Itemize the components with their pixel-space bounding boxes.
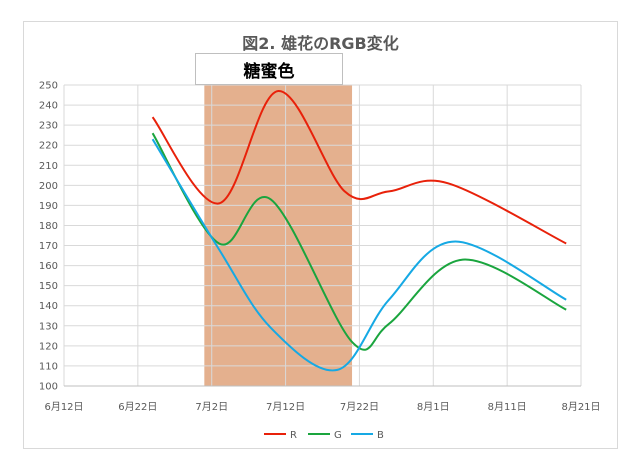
x-tick-label: 8月1日: [417, 401, 450, 413]
y-tick-label: 230: [39, 121, 58, 132]
x-tick-label: 8月21日: [561, 401, 600, 413]
y-tick-label: 200: [39, 181, 58, 192]
y-tick-label: 250: [39, 81, 58, 92]
chart-title: 図2. 雄花のRGB変化: [242, 34, 399, 53]
y-tick-label: 120: [39, 341, 58, 352]
x-tick-label: 7月12日: [266, 401, 305, 413]
x-tick-label: 7月22日: [340, 401, 379, 413]
x-tick-label: 8月11日: [488, 401, 527, 413]
y-tick-label: 140: [39, 301, 58, 312]
y-tick-label: 210: [39, 161, 58, 172]
y-tick-label: 240: [39, 101, 58, 112]
grid-layer: [63, 84, 582, 387]
x-tick-label: 6月12日: [44, 401, 83, 413]
y-tick-label: 220: [39, 141, 58, 152]
series-layer: [151, 89, 567, 372]
y-tick-label: 100: [39, 382, 58, 393]
x-tick-label: 7月2日: [195, 401, 228, 413]
series-line-r: [151, 89, 567, 245]
y-tick-label: 180: [39, 221, 58, 232]
y-tick-label: 130: [39, 321, 58, 332]
legend-label-g: G: [334, 430, 342, 441]
legend-label-b: B: [377, 430, 384, 441]
y-tick-label: 150: [39, 281, 58, 292]
series-line-b: [151, 138, 567, 372]
highlight-band: [204, 85, 353, 386]
y-tick-label: 160: [39, 261, 58, 272]
x-tick-label: 6月22日: [118, 401, 157, 413]
band-layer: [204, 85, 353, 386]
y-tick-label: 190: [39, 201, 58, 212]
y-tick-label: 170: [39, 241, 58, 252]
band-label: 糖蜜色: [195, 53, 343, 85]
y-tick-label: 110: [39, 361, 58, 372]
axis-layer: 100 110 120 130 140 150 160 170 180 190 200 210 220 2…: [39, 81, 601, 414]
series-line-g: [151, 132, 567, 351]
legend-label-r: R: [290, 430, 297, 441]
